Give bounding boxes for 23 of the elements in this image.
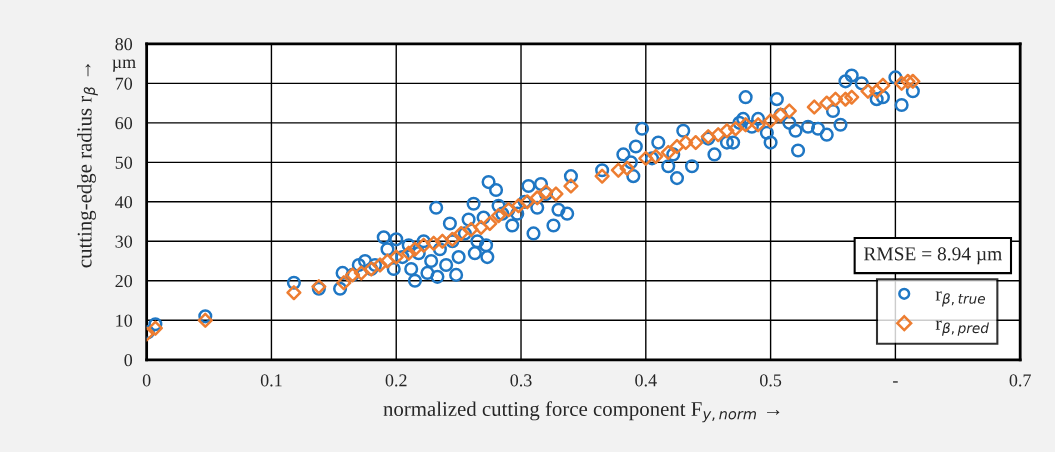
legend-label: r$_{β,true}$ — [935, 291, 985, 307]
x-tick-label: - — [893, 381, 898, 383]
y-tick-label: 40 — [115, 196, 133, 209]
y-tick-label: 10 — [116, 314, 133, 327]
x-tick-label: 0.4 — [635, 374, 657, 387]
x-axis-title: normalized cutting force component F$_{y,norm}$ → — [383, 401, 780, 423]
y-tick-label: 20 — [115, 275, 133, 288]
y-tick-label: 70 — [115, 77, 133, 90]
x-tick-label: 0.5 — [760, 374, 782, 387]
y-tick-label: 0 — [124, 354, 133, 367]
annotation: RMSE = 8.94 µm — [863, 247, 1002, 265]
x-tick-label: 0.2 — [385, 374, 407, 387]
y-tick-label: 30 — [115, 235, 133, 248]
x-tick-label: 0.7 — [1009, 374, 1031, 387]
x-tick-label: 0.1 — [260, 374, 282, 387]
y-axis-title: cutting-edge radius r$_{β}$ → — [76, 63, 98, 268]
x-tick-label: 0.3 — [510, 374, 532, 387]
y-tick-label: 80 — [115, 38, 133, 51]
y-tick-label: 50 — [115, 156, 133, 169]
text: µm — [112, 59, 136, 72]
y-tick-label: 60 — [115, 117, 133, 130]
x-tick-label: 0 — [142, 374, 151, 387]
legend-label: r$_{β,pred}$ — [935, 320, 989, 336]
